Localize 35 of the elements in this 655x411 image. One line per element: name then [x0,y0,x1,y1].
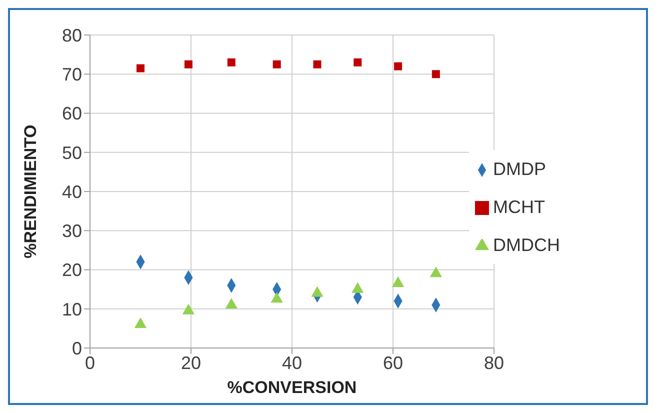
point [354,58,362,66]
y-tick-label: 10 [62,299,82,320]
y-tick-label: 80 [62,25,82,46]
point [394,62,402,70]
point [184,60,192,68]
point [270,292,283,303]
y-tick-label: 70 [62,64,82,85]
y-tick-label: 60 [62,104,82,124]
x-tick-label: 40 [282,352,302,373]
point [311,286,324,297]
point [272,60,281,68]
point [432,70,440,78]
x-tick-label: 80 [484,352,504,373]
point [313,60,322,68]
x-axis-title: %CONVERSION [227,378,357,397]
point [227,58,236,66]
point [430,266,442,278]
point [352,282,364,293]
point [392,276,404,287]
legend-label: MCHT [493,196,545,216]
y-tick-label: 0 [72,338,82,358]
point [134,318,147,328]
y-tick-label: 50 [62,142,82,163]
x-tick-label: 0 [84,352,96,373]
y-axis-title: %RENDIMIENTO [21,124,40,258]
point [136,64,144,72]
point [182,304,195,314]
y-tick-label: 30 [62,221,82,242]
x-tick-label: 20 [180,352,202,373]
legend-label: DMDCH [493,234,560,254]
x-tick-label: 60 [382,352,404,373]
legend-label: DMDP [493,158,546,178]
y-tick-label: 20 [62,260,82,280]
point [225,298,238,308]
y-tick-label: 40 [62,182,82,202]
